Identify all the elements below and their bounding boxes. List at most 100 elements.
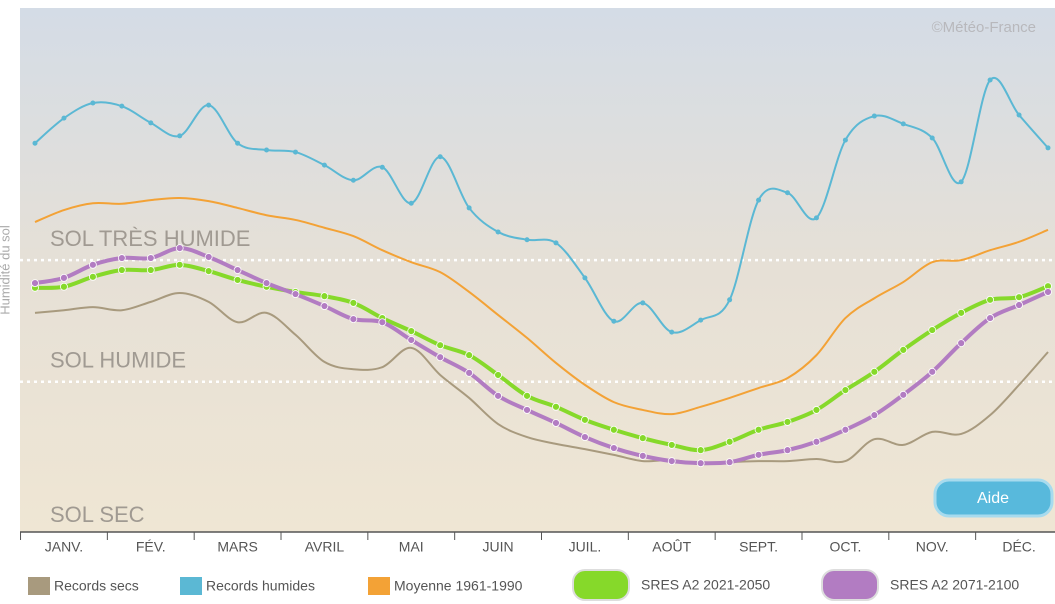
point bbox=[609, 444, 618, 452]
point bbox=[785, 190, 791, 196]
x-tick-label: JUIL. bbox=[569, 539, 602, 555]
point bbox=[524, 237, 530, 243]
point bbox=[60, 282, 68, 291]
y-axis-label: Humidité du sol bbox=[0, 225, 12, 315]
point bbox=[756, 197, 762, 203]
point bbox=[408, 200, 414, 206]
point bbox=[1015, 293, 1023, 302]
point bbox=[206, 102, 212, 108]
x-tick-label: SEPT. bbox=[739, 539, 778, 555]
legend-label[interactable]: SRES A2 2071-2100 bbox=[890, 577, 1019, 593]
point bbox=[465, 351, 474, 360]
point bbox=[638, 451, 647, 460]
point bbox=[957, 339, 966, 348]
legend-swatch bbox=[28, 577, 50, 595]
point bbox=[119, 103, 125, 109]
point bbox=[32, 140, 38, 146]
zone-label: SOL SEC bbox=[50, 502, 145, 527]
plot-background bbox=[20, 8, 1055, 532]
point bbox=[929, 135, 935, 141]
point bbox=[754, 425, 763, 434]
point bbox=[264, 147, 270, 153]
point bbox=[754, 450, 763, 459]
point bbox=[117, 254, 126, 262]
x-tick-label: AOÛT bbox=[652, 539, 691, 555]
point bbox=[552, 419, 560, 427]
legend-label: Records humides bbox=[206, 578, 315, 594]
point bbox=[233, 266, 242, 274]
x-tick-label: FÉV. bbox=[136, 539, 166, 555]
legend-toggle[interactable] bbox=[821, 569, 879, 601]
point bbox=[958, 179, 964, 185]
point bbox=[349, 299, 358, 307]
point bbox=[349, 315, 358, 324]
point bbox=[466, 205, 472, 211]
credit: ©Météo-France bbox=[932, 19, 1036, 36]
x-tick-label: AVRIL bbox=[305, 539, 345, 555]
zone-label: SOL HUMIDE bbox=[50, 348, 186, 373]
point bbox=[523, 406, 531, 414]
x-tick-label: JUIN bbox=[483, 539, 514, 555]
point bbox=[611, 318, 617, 324]
point bbox=[378, 318, 387, 327]
x-tick-label: MARS bbox=[217, 539, 257, 555]
point bbox=[495, 229, 501, 235]
legend-swatch bbox=[180, 577, 202, 595]
point bbox=[291, 290, 300, 298]
point bbox=[727, 297, 733, 303]
point bbox=[146, 266, 155, 274]
point bbox=[667, 457, 676, 465]
point bbox=[871, 113, 877, 119]
point bbox=[88, 272, 97, 281]
help-button-label[interactable]: Aide bbox=[977, 490, 1009, 507]
point bbox=[233, 276, 242, 284]
point bbox=[350, 177, 356, 183]
point bbox=[900, 121, 906, 127]
help-button[interactable]: Aide bbox=[933, 478, 1054, 518]
point bbox=[783, 446, 792, 455]
legend-label[interactable]: SRES A2 2021-2050 bbox=[641, 577, 770, 593]
point bbox=[812, 437, 821, 446]
point bbox=[407, 336, 416, 344]
point bbox=[437, 154, 443, 160]
x-tick-label: DÉC. bbox=[1002, 539, 1035, 555]
point bbox=[90, 100, 96, 106]
point bbox=[204, 267, 213, 275]
point bbox=[698, 317, 704, 323]
series-line bbox=[34, 197, 1049, 416]
point bbox=[60, 273, 68, 282]
point bbox=[552, 402, 560, 411]
point bbox=[696, 459, 705, 468]
legend-toggle[interactable] bbox=[572, 569, 630, 601]
point bbox=[1045, 145, 1051, 151]
point bbox=[553, 240, 559, 246]
point bbox=[262, 279, 271, 287]
point bbox=[899, 346, 908, 354]
point bbox=[175, 244, 184, 253]
point bbox=[235, 140, 241, 146]
point bbox=[899, 390, 908, 399]
help-button-bg[interactable] bbox=[933, 478, 1054, 518]
point bbox=[204, 253, 213, 261]
point bbox=[436, 341, 445, 350]
point bbox=[870, 367, 879, 376]
point bbox=[783, 418, 792, 426]
point bbox=[1044, 288, 1052, 296]
point bbox=[1016, 112, 1022, 118]
point bbox=[928, 326, 937, 334]
point bbox=[465, 368, 474, 377]
point bbox=[640, 300, 646, 306]
point bbox=[320, 292, 329, 301]
point bbox=[581, 415, 589, 424]
legend-swatch bbox=[368, 577, 390, 595]
series-line bbox=[34, 292, 1049, 466]
point bbox=[957, 308, 966, 317]
x-tick-label: MAI bbox=[399, 539, 424, 555]
point bbox=[117, 266, 126, 274]
point bbox=[841, 425, 850, 434]
point bbox=[523, 391, 531, 400]
point bbox=[842, 137, 848, 143]
point bbox=[61, 115, 67, 121]
point bbox=[813, 215, 819, 221]
